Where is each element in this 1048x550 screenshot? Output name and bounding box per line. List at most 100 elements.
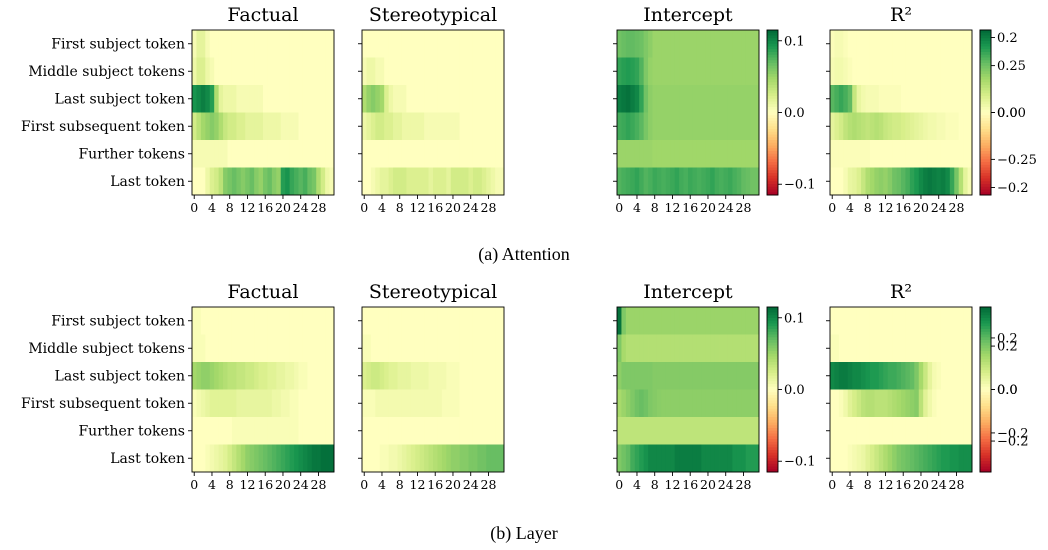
heatmap-cell <box>670 389 676 418</box>
colorbar-segment <box>767 452 778 456</box>
heatmap-cell <box>450 362 456 390</box>
heatmap-cell <box>307 334 313 363</box>
heatmap-cell <box>617 417 622 445</box>
colorbar-segment <box>767 441 778 445</box>
x-tick-label: 16 <box>427 477 443 492</box>
heatmap-cell <box>410 167 416 196</box>
heatmap-cell <box>896 389 902 418</box>
heatmap-cell <box>200 307 206 335</box>
heatmap-cell <box>441 417 447 445</box>
x-tick-label: 0 <box>360 200 368 215</box>
heatmap-cell <box>271 307 277 335</box>
heatmap-cell <box>883 85 889 113</box>
heatmap-cell <box>209 140 215 168</box>
heatmap-cell <box>719 307 724 335</box>
heatmap-cell <box>918 167 924 196</box>
heatmap-cell <box>887 30 893 58</box>
heatmap-cell <box>450 167 456 196</box>
colorbar-segment <box>767 101 778 105</box>
heatmap-cell <box>719 57 724 86</box>
heatmap-cell <box>231 389 237 418</box>
heatmap-cell <box>464 85 469 113</box>
heatmap-cell <box>830 307 835 335</box>
heatmap-cell <box>896 140 902 168</box>
heatmap-cell <box>276 444 282 473</box>
heatmap-cell <box>674 444 680 473</box>
heatmap-cell <box>639 112 645 141</box>
heatmap-cell <box>419 444 425 473</box>
heatmap-cell <box>289 30 295 58</box>
heatmap-cell <box>236 57 242 86</box>
heatmap-cell <box>231 167 237 196</box>
colorbar-segment <box>767 395 778 399</box>
heatmap-cell <box>630 307 636 335</box>
heatmap-cell <box>316 140 322 168</box>
heatmap-cell <box>723 334 729 363</box>
heatmap-cell <box>271 417 277 445</box>
heatmap-cell <box>945 307 951 335</box>
heatmap-cell <box>401 444 407 473</box>
heatmap-cell <box>661 85 667 113</box>
colorbar-segment <box>980 340 991 344</box>
heatmap-cell <box>437 307 443 335</box>
heatmap-cell <box>428 57 434 86</box>
heatmap-cell <box>679 444 684 473</box>
heatmap-cell <box>719 112 724 141</box>
heatmap-cell <box>249 140 255 168</box>
heatmap-cell <box>958 307 964 335</box>
heatmap-cell <box>688 334 693 363</box>
heatmap-cell <box>958 362 964 390</box>
panel-frame <box>361 306 505 473</box>
heatmap-cell <box>710 112 716 141</box>
heatmap-cell <box>472 167 478 196</box>
heatmap-cell <box>249 167 255 196</box>
heatmap-cell <box>852 334 858 363</box>
heatmap-cell <box>481 167 487 196</box>
heatmap-cell <box>276 112 282 141</box>
heatmap-cell <box>869 30 875 58</box>
heatmap-cell <box>428 417 434 445</box>
heatmap-cell <box>311 140 317 168</box>
heatmap-cell <box>240 85 246 113</box>
heatmap-cell <box>878 112 884 141</box>
heatmap-cell <box>865 167 871 196</box>
heatmap-cell <box>477 30 483 58</box>
heatmap-cell <box>276 57 282 86</box>
heatmap-cell <box>379 140 385 168</box>
colorbar-segment <box>767 461 778 465</box>
heatmap-cell <box>362 334 367 363</box>
heatmap-cell <box>240 167 246 196</box>
colorbar-segment <box>980 315 991 319</box>
heatmap-cell <box>954 444 960 473</box>
heatmap-cell <box>741 57 747 86</box>
x-tick-label: 4 <box>378 477 386 492</box>
heatmap-cell <box>366 389 372 418</box>
heatmap-cell <box>719 389 724 418</box>
heatmap-cell <box>249 307 255 335</box>
colorbar-tick-label: 0.0 <box>784 383 805 398</box>
heatmap-cell <box>896 30 902 58</box>
heatmap-cell <box>856 389 862 418</box>
heatmap-cell <box>945 57 951 86</box>
heatmap-cell <box>665 334 671 363</box>
heatmap-cell <box>838 307 844 335</box>
heatmap-cell <box>455 57 461 86</box>
heatmap-cell <box>490 389 496 418</box>
heatmap-cell <box>320 389 326 418</box>
heatmap-cell <box>325 362 330 390</box>
heatmap-cell <box>223 167 228 196</box>
heatmap-cell <box>923 140 929 168</box>
heatmap-cell <box>410 85 416 113</box>
heatmap-cell <box>847 389 853 418</box>
heatmap-cell <box>688 140 693 168</box>
colorbar-segment <box>767 312 778 316</box>
heatmap-cell <box>896 167 902 196</box>
heatmap-cell <box>459 307 465 335</box>
heatmap-cell <box>905 30 911 58</box>
heatmap-cell <box>280 307 286 335</box>
heatmap-cell <box>652 307 658 335</box>
colorbar-tick-label: −0.25 <box>997 153 1037 168</box>
heatmap-cell <box>320 140 326 168</box>
heatmap-cell <box>196 112 202 141</box>
heatmap-cell <box>240 334 246 363</box>
